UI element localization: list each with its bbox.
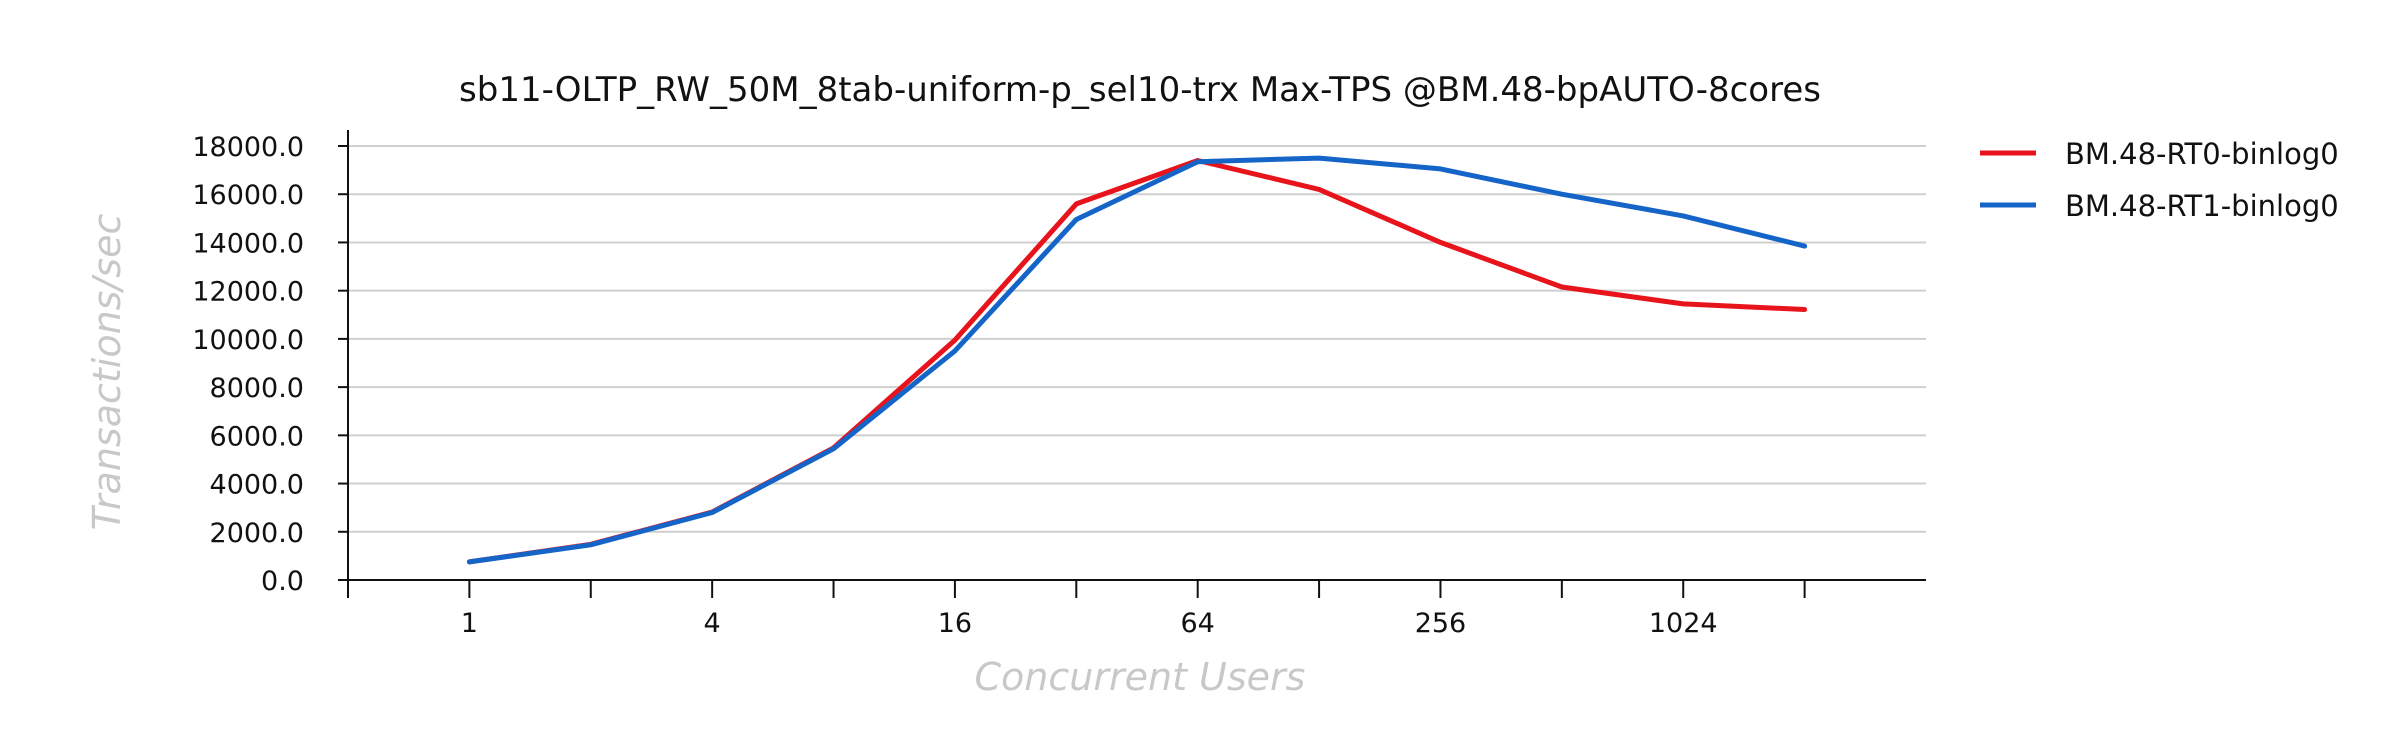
grid	[348, 145, 1926, 533]
y-tick-label: 10000.0	[192, 325, 304, 356]
y-tick-label: 2000.0	[210, 518, 304, 549]
x-tick-label: 1	[461, 608, 478, 639]
legend-label: BM.48-RT0-binlog0	[2065, 137, 2339, 171]
series-lines	[466, 155, 1808, 565]
x-tick-label: 4	[704, 608, 721, 639]
x-axis-title: Concurrent Users	[975, 655, 1306, 699]
x-tick-label: 16	[938, 608, 972, 639]
axes	[338, 130, 1926, 598]
x-tick-label: 256	[1415, 608, 1467, 639]
x-tick-label: 64	[1181, 608, 1215, 639]
legend: BM.48-RT0-binlog0 BM.48-RT1-binlog0	[1980, 137, 2339, 223]
x-tick-labels: 1 4 16 64 256 1024	[461, 608, 1718, 639]
y-axis-title: Transactions/sec	[85, 214, 129, 531]
y-tick-label: 18000.0	[192, 132, 304, 163]
x-tick-label: 1024	[1649, 608, 1718, 639]
y-tick-label: 14000.0	[192, 228, 304, 259]
y-tick-label: 8000.0	[210, 373, 304, 404]
y-tick-labels: 0.0 2000.0 4000.0 6000.0 8000.0 10000.0 12000.…	[192, 132, 304, 597]
chart-title: sb11-OLTP_RW_50M_8tab-uniform-p_sel10-tr…	[459, 70, 1821, 110]
y-tick-label: 4000.0	[210, 470, 304, 501]
y-tick-label: 12000.0	[192, 277, 304, 308]
y-tick-label: 6000.0	[210, 421, 304, 452]
series-line-1	[466, 158, 1808, 565]
y-tick-label: 0.0	[261, 566, 304, 597]
y-tick-label: 16000.0	[192, 180, 304, 211]
series-line-2	[466, 155, 1808, 565]
legend-label: BM.48-RT1-binlog0	[2065, 189, 2339, 223]
